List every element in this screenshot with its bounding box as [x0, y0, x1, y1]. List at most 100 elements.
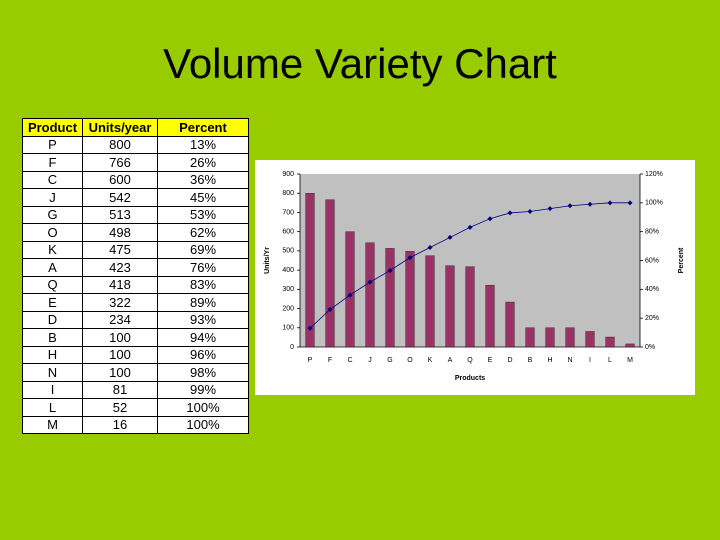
y2-tick-label: 80% [645, 229, 659, 236]
x-tick-label: N [567, 357, 572, 364]
table-body: P 800 13% F 766 26% C 600 36% J 542 45% G 513 53% O 498 6… [22, 135, 249, 434]
line-marker [527, 208, 533, 214]
table-cell: 16 [82, 415, 158, 434]
y-tick-label: 800 [282, 190, 294, 197]
line-marker [467, 224, 473, 230]
x-tick-label: C [347, 357, 352, 364]
y2-tick-label: 120% [645, 171, 663, 178]
x-tick-label: I [589, 357, 591, 364]
x-tick-label: J [368, 357, 372, 364]
bar [365, 242, 375, 348]
y-tick-label: 600 [282, 229, 294, 236]
column-header: Units/year [82, 118, 158, 137]
table-cell: 100% [157, 398, 249, 417]
x-tick-label: B [528, 357, 533, 364]
table-row: K 475 69% [22, 240, 249, 259]
bar [565, 327, 575, 348]
line-marker [507, 210, 513, 216]
table-cell: 62% [157, 223, 249, 242]
bar [385, 248, 395, 348]
y2-tick-label: 20% [645, 315, 659, 322]
y-tick-label: 100 [282, 325, 294, 332]
bar [445, 265, 455, 348]
table-header: Product Units/year Percent [22, 118, 249, 137]
y2-tick-label: 100% [645, 200, 663, 207]
bar [525, 327, 535, 348]
table-row: M 16 100% [22, 415, 249, 434]
line-marker [387, 268, 393, 274]
x-tick-label: Q [467, 357, 473, 364]
line-marker [487, 216, 493, 222]
table-cell: 423 [82, 258, 158, 277]
line-marker [367, 279, 373, 285]
line-marker [307, 325, 313, 331]
bar [325, 199, 335, 348]
table-cell: 83% [157, 275, 249, 294]
table-row: N 100 98% [22, 363, 249, 382]
bar [405, 251, 415, 348]
y-tick-label: 200 [282, 305, 294, 312]
table-cell: 69% [157, 240, 249, 259]
line-marker [327, 307, 333, 313]
bar [485, 284, 495, 348]
x-tick-label: P [308, 357, 313, 364]
x-tick-label: K [428, 357, 433, 364]
table-cell: 475 [82, 240, 158, 259]
table-row: C 600 36% [22, 170, 249, 189]
y-tick-label: 500 [282, 248, 294, 255]
line-marker [427, 245, 433, 251]
table-row: Q 418 83% [22, 275, 249, 294]
line-marker [447, 234, 453, 240]
line-marker [567, 203, 573, 209]
y2-tick-label: 40% [645, 286, 659, 293]
bar [545, 327, 555, 348]
bar [345, 231, 355, 348]
x-tick-label: A [448, 357, 453, 364]
table-row: J 542 45% [22, 188, 249, 207]
bar [305, 193, 315, 348]
y-axis-label: Units/Yr [264, 247, 271, 274]
table-row: O 498 62% [22, 223, 249, 242]
x-tick-label: E [488, 357, 493, 364]
bar [605, 336, 615, 348]
table-cell: 766 [82, 153, 158, 172]
table-cell: 498 [82, 223, 158, 242]
y-tick-label: 900 [282, 171, 294, 178]
table-cell: 542 [82, 188, 158, 207]
line-marker [347, 292, 353, 298]
y-tick-label: 0 [290, 344, 294, 351]
column-header: Product [22, 118, 83, 137]
table-cell: 513 [82, 205, 158, 224]
bar [465, 266, 475, 348]
x-tick-label: M [627, 357, 633, 364]
column-header: Percent [157, 118, 249, 137]
table-cell: 418 [82, 275, 158, 294]
y2-tick-label: 0% [645, 344, 655, 351]
bar [625, 343, 635, 348]
y-tick-label: 400 [282, 267, 294, 274]
y-tick-label: 700 [282, 209, 294, 216]
y2-tick-label: 60% [645, 257, 659, 264]
y2-axis-label: Percent [678, 247, 685, 273]
table-row: I 81 99% [22, 380, 249, 399]
line-marker [407, 255, 413, 261]
x-tick-label: G [387, 357, 392, 364]
bar [505, 301, 515, 348]
bar [425, 255, 435, 348]
slide-title: Volume Variety Chart [163, 40, 557, 87]
table-cell: 100% [157, 415, 249, 434]
table-cell: 100 [82, 345, 158, 364]
x-tick-label: O [407, 357, 413, 364]
table-cell: 13% [157, 135, 249, 154]
y-tick-label: 300 [282, 286, 294, 293]
x-tick-label: L [608, 357, 612, 364]
table-cell: 53% [157, 205, 249, 224]
table-row: G 513 53% [22, 205, 249, 224]
table-row: L 52 100% [22, 398, 249, 417]
x-axis-label: Products [455, 375, 485, 382]
line-marker [587, 201, 593, 207]
table-row: D 234 93% [22, 310, 249, 329]
table-cell: 100 [82, 363, 158, 382]
